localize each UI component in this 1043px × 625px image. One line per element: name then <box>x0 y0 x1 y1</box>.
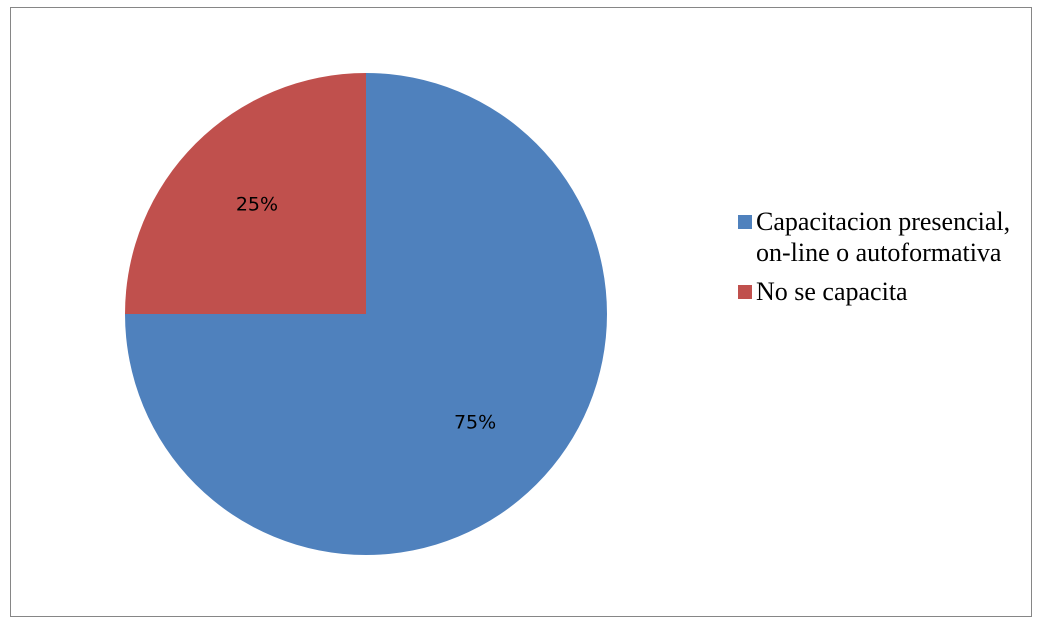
pie-chart: 75% 25% <box>125 73 607 555</box>
data-label-capacitacion: 75% <box>454 412 496 434</box>
data-label-no-capacita: 25% <box>236 193 278 215</box>
legend-label-no-capacita: No se capacita <box>756 277 908 306</box>
legend-label-capacitacion: Capacitacion presencial, on-line o autof… <box>756 207 1011 267</box>
pie-slice-no-capacita <box>125 73 366 314</box>
legend-item-capacitacion: Capacitacion presencial, on-line o autof… <box>738 206 1038 268</box>
legend-swatch-capacitacion <box>738 215 752 229</box>
chart-area: 75% 25% Capacitacion presencial, on-line … <box>10 7 1032 617</box>
legend: Capacitacion presencial, on-line o autof… <box>738 206 1038 315</box>
legend-item-no-capacita: No se capacita <box>738 276 1038 307</box>
pie-slices <box>125 73 607 555</box>
pie-data-labels: 75% 25% <box>236 193 496 433</box>
legend-swatch-no-capacita <box>738 285 752 299</box>
